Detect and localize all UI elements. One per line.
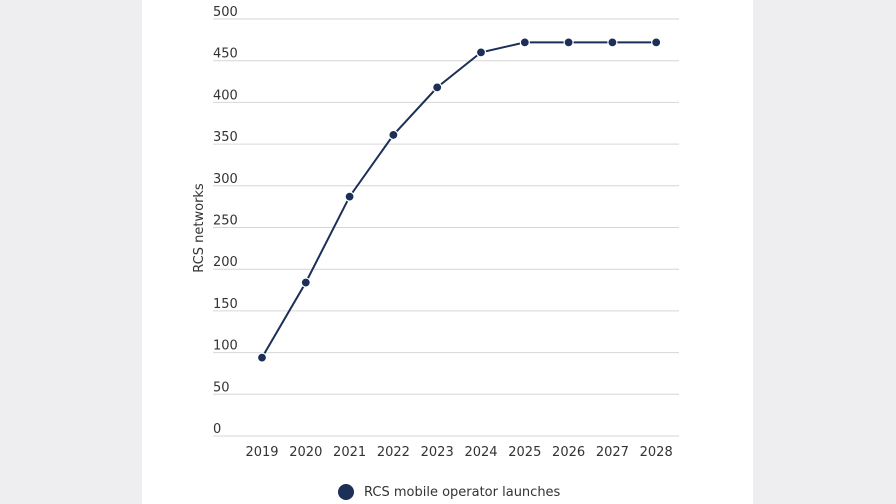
data-point [432,82,443,93]
data-point [607,37,618,48]
y-tick-label: 50 [213,380,230,395]
x-tick-label: 2019 [245,445,278,460]
x-tick-label: 2023 [421,445,454,460]
y-tick-label: 450 [213,47,238,62]
gridlines [213,18,679,437]
data-point [388,129,399,141]
data-point [519,37,530,48]
x-tick-label: 2021 [333,445,366,460]
y-tick-label: 350 [213,130,238,145]
y-tick-label: 400 [213,88,238,103]
x-tick-label: 2028 [640,445,673,460]
data-point [651,37,662,48]
y-tick-label: 300 [213,172,238,187]
data-point [563,37,574,48]
y-tick-label: 0 [213,422,221,437]
chart-panel [142,0,753,504]
data-point [256,352,268,363]
legend-marker [338,484,354,500]
legend-label: RCS mobile operator launches [364,485,561,500]
legend: RCS mobile operator launches [338,484,561,500]
x-tick-label: 2024 [464,445,497,460]
y-axis-title: RCS networks [192,183,207,273]
data-point [344,191,355,202]
series-line [261,41,657,359]
y-tick-label: 200 [213,255,238,270]
x-tick-label: 2025 [508,445,541,460]
data-points [256,37,662,363]
data-point [475,47,487,58]
y-axis-ticks: 0 50 100 150 200 250 300 350 400 450 500 [213,5,238,437]
x-tick-label: 2022 [377,445,410,460]
x-tick-label: 2020 [289,445,322,460]
x-axis-ticks: 2019 2020 2021 2022 2023 2024 2025 2026 2027 2028 [245,445,672,460]
x-tick-label: 2026 [552,445,585,460]
y-tick-label: 150 [213,297,238,312]
x-tick-label: 2027 [596,445,629,460]
y-tick-label: 100 [213,339,238,354]
y-tick-label: 250 [213,214,238,229]
data-point [300,277,311,288]
y-tick-label: 500 [213,5,238,20]
